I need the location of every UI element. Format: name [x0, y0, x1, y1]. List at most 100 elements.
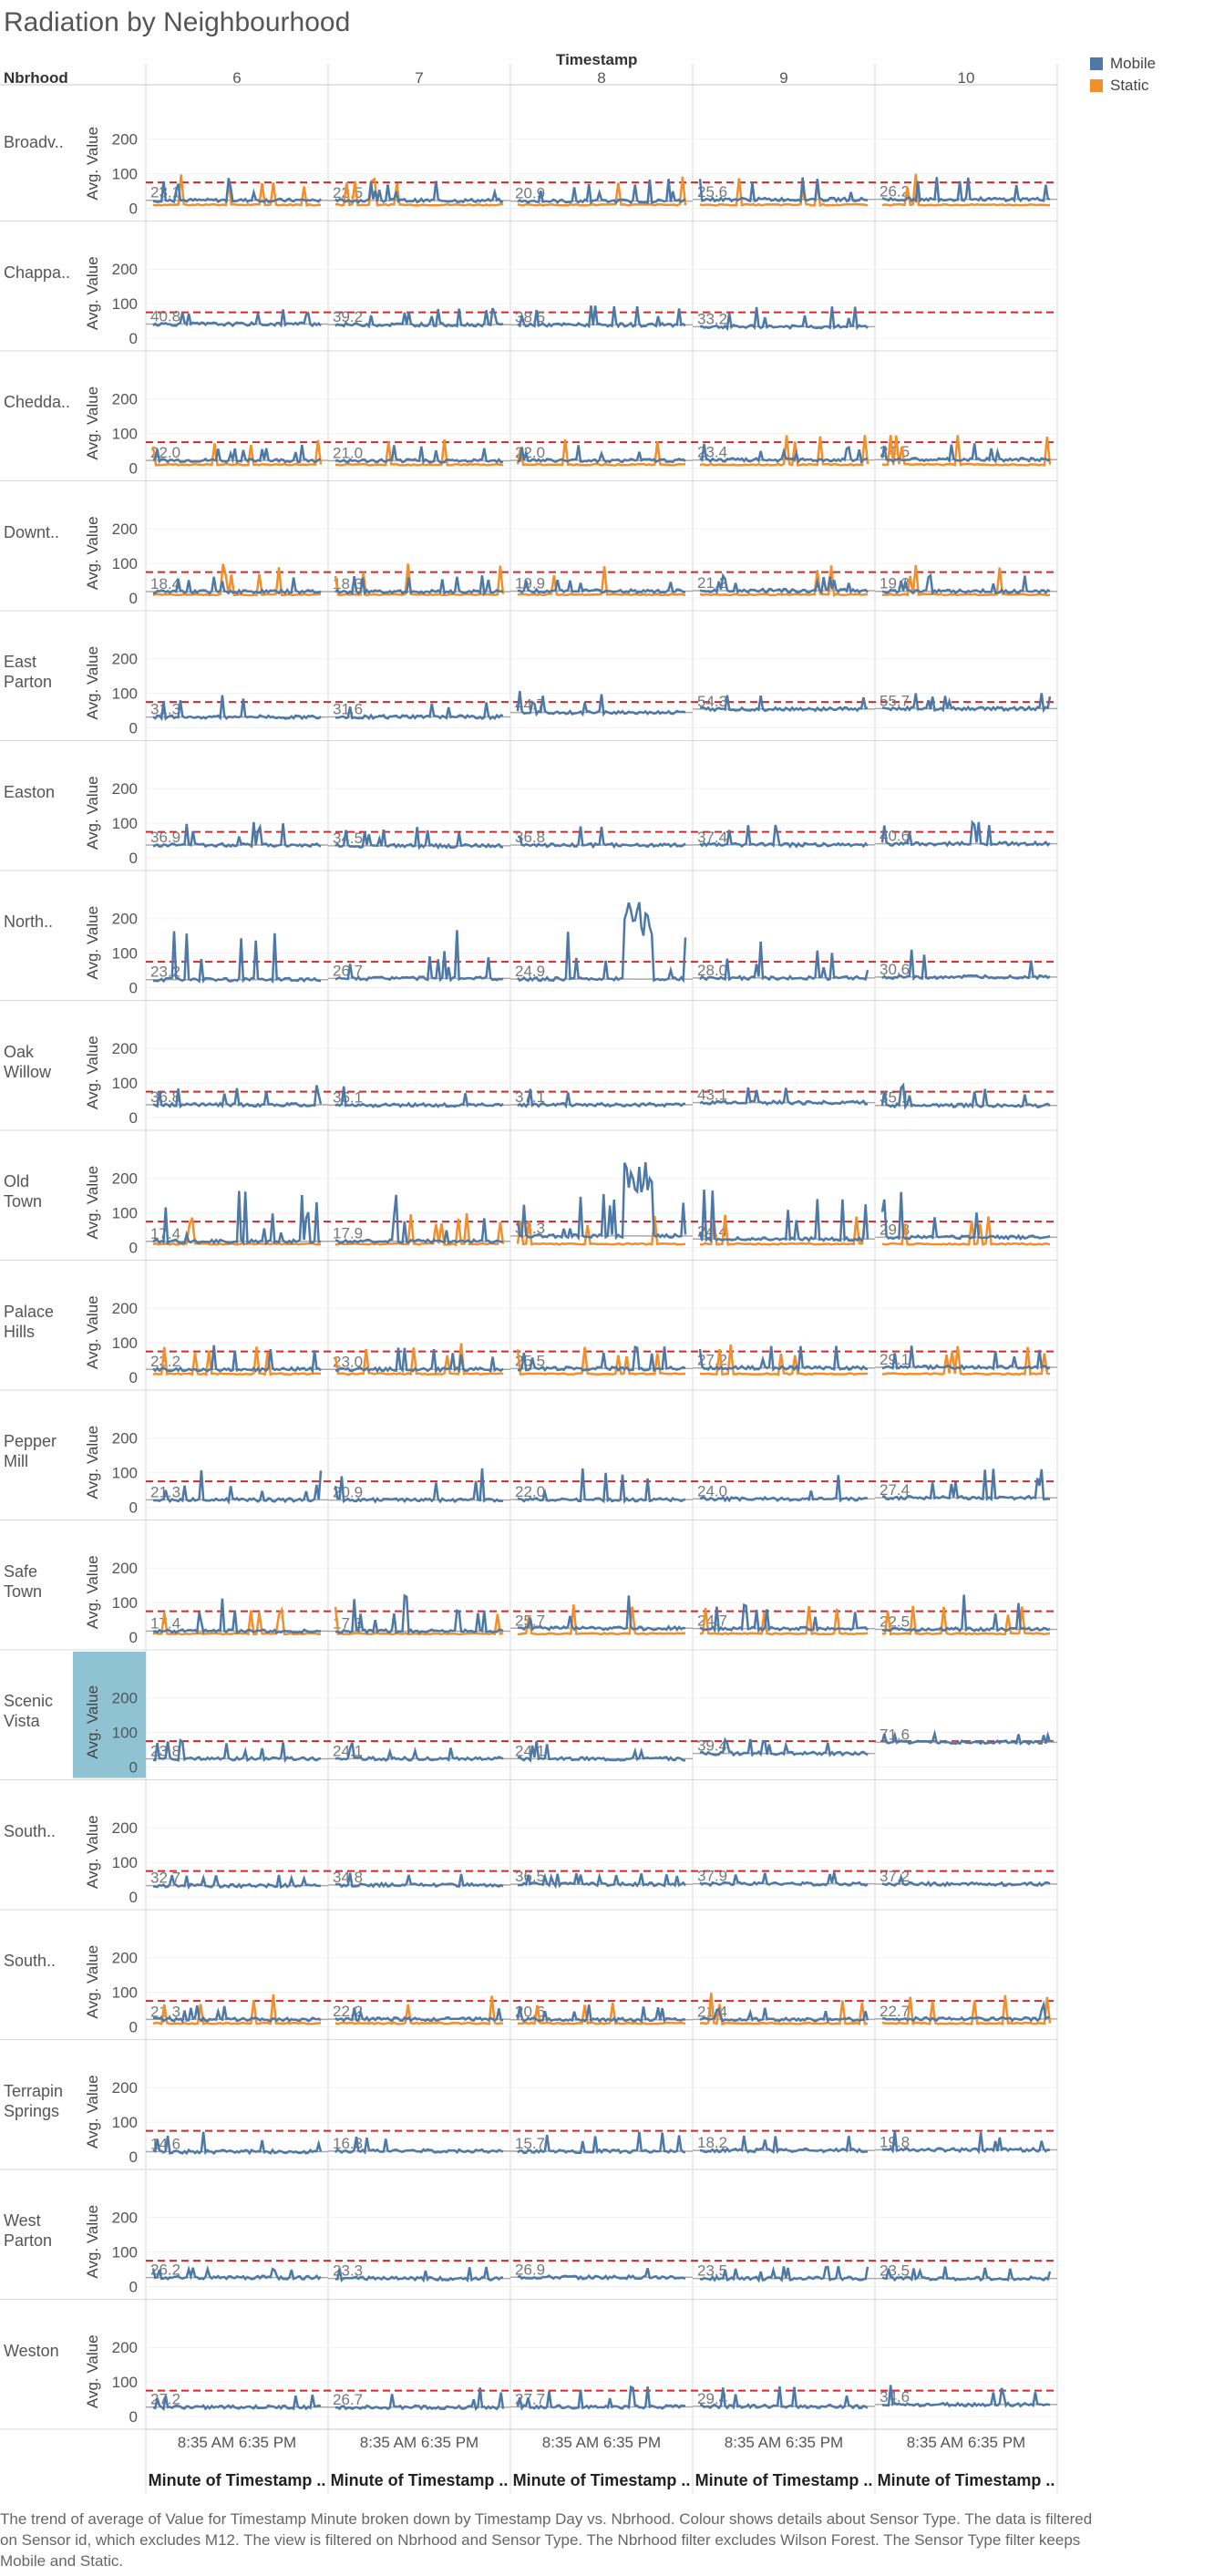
mobile-series-line — [517, 1871, 687, 1890]
average-label: 29.4 — [697, 2390, 727, 2407]
mobile-series-line — [881, 1594, 1051, 1633]
average-label: 31.6 — [333, 701, 363, 718]
mobile-series-line — [517, 902, 687, 984]
mobile-series-line — [152, 1345, 322, 1375]
row-label[interactable]: East Parton — [4, 653, 53, 692]
y-tick-label: 100 — [112, 295, 138, 313]
y-tick-label: 100 — [112, 2374, 138, 2391]
row-label[interactable]: West Parton — [4, 2211, 53, 2251]
y-tick-label: 200 — [112, 1560, 138, 1577]
legend-label-static: Static — [1110, 77, 1149, 94]
column-title: Timestamp — [556, 51, 638, 68]
y-tick-label: 0 — [129, 2019, 138, 2036]
mobile-series-line — [517, 1595, 686, 1632]
mobile-series-line — [881, 177, 1051, 203]
average-label: 26.7 — [333, 962, 363, 979]
mobile-series-line — [698, 941, 869, 982]
mobile-series-line — [516, 2004, 686, 2024]
mobile-series-line — [334, 1347, 504, 1375]
static-series-line — [881, 173, 1051, 207]
mobile-series-line — [699, 2265, 869, 2283]
y-axis-title: Avg. Value — [84, 2334, 101, 2408]
y-tick-label: 0 — [129, 590, 138, 607]
static-series-line — [334, 1212, 505, 1247]
average-label: 26.7 — [333, 2391, 363, 2408]
row-label[interactable]: Easton — [4, 782, 56, 801]
row-label[interactable]: Chappa.. — [4, 263, 71, 282]
y-axis-title: Avg. Value — [84, 1685, 101, 1759]
average-label: 55.7 — [880, 692, 910, 709]
y-axis-title: Avg. Value — [84, 776, 101, 850]
y-tick-label: 200 — [112, 911, 138, 928]
legend: Mobile Static — [1090, 53, 1156, 97]
static-series-line — [699, 1605, 869, 1636]
static-series-line — [699, 565, 868, 597]
row-label[interactable]: South.. — [4, 1821, 57, 1840]
mobile-series-line — [881, 693, 1052, 714]
mobile-series-line — [516, 690, 686, 717]
y-axis-title: Avg. Value — [84, 256, 101, 330]
y-axis-title: Avg. Value — [84, 127, 101, 201]
row-label[interactable]: Scenic Vista — [4, 1692, 54, 1731]
row-header-label: Nbrhood — [4, 69, 68, 87]
static-series-line — [881, 1605, 1051, 1636]
mobile-series-line — [152, 445, 322, 464]
average-label: 23.0 — [333, 1353, 363, 1370]
legend-label-mobile: Mobile — [1110, 55, 1157, 72]
row-label[interactable]: Safe Town — [4, 1561, 43, 1601]
mobile-series-line — [517, 1741, 686, 1763]
mobile-series-line — [881, 2130, 1051, 2155]
average-label: 22.0 — [515, 1483, 545, 1500]
y-tick-label: 100 — [112, 1334, 138, 1352]
average-label: 24.9 — [515, 963, 545, 980]
static-series-line — [881, 1994, 1052, 2026]
average-label: 17.4 — [150, 1225, 180, 1242]
row-label[interactable]: Palace Hills — [4, 1302, 55, 1341]
mobile-series-line — [334, 1872, 504, 1889]
chart-title: Radiation by Neighbourhood — [4, 7, 351, 37]
mobile-series-line — [699, 1475, 869, 1503]
y-tick-label: 100 — [112, 166, 138, 183]
row-label[interactable]: Downt.. — [4, 522, 60, 541]
row-label[interactable]: Broadv.. — [4, 133, 64, 152]
mobile-series-line — [699, 1871, 869, 1888]
legend-item-mobile[interactable]: Mobile — [1090, 53, 1156, 75]
row-label[interactable]: Old Town — [4, 1172, 43, 1211]
legend-item-static[interactable]: Static — [1090, 75, 1156, 97]
mobile-series-line — [152, 1738, 322, 1764]
y-tick-label: 200 — [112, 391, 138, 408]
y-tick-label: 100 — [112, 2114, 138, 2131]
row-label[interactable]: Oak Willow — [4, 1042, 51, 1081]
mobile-series-line — [517, 2268, 686, 2282]
y-tick-label: 0 — [129, 1889, 138, 1906]
row-label[interactable]: North.. — [4, 912, 54, 932]
mobile-series-line — [152, 309, 322, 328]
mobile-series-line — [698, 1190, 869, 1243]
x-axis-title: Minute of Timestamp .. — [148, 2471, 326, 2489]
y-tick-label: 0 — [129, 720, 138, 737]
mobile-series-line — [152, 1469, 323, 1505]
y-tick-label: 200 — [112, 1430, 138, 1448]
mobile-series-line — [334, 307, 504, 329]
static-series-line — [881, 564, 1051, 597]
mobile-series-line — [880, 1728, 1052, 1747]
average-label: 22.7 — [880, 2003, 910, 2020]
mobile-series-line — [881, 572, 1051, 596]
average-label: 28.0 — [697, 962, 727, 979]
static-series-line — [517, 2003, 686, 2025]
y-tick-label: 100 — [112, 815, 138, 832]
y-tick-label: 100 — [112, 555, 138, 572]
y-tick-label: 200 — [112, 651, 138, 668]
mobile-series-line — [334, 1742, 504, 1763]
row-label[interactable]: Weston — [4, 2341, 59, 2360]
y-axis-title: Avg. Value — [84, 646, 101, 720]
average-label: 34.6 — [880, 2388, 910, 2406]
mobile-series-line — [152, 821, 322, 849]
mobile-series-line — [517, 579, 686, 595]
row-label[interactable]: Terrapin Springs — [4, 2081, 64, 2120]
row-label[interactable]: South.. — [4, 1952, 57, 1971]
static-series-line — [699, 178, 869, 208]
row-label[interactable]: Pepper Mill — [4, 1432, 57, 1471]
y-tick-label: 0 — [129, 2148, 138, 2166]
row-label[interactable]: Chedda.. — [4, 393, 71, 412]
